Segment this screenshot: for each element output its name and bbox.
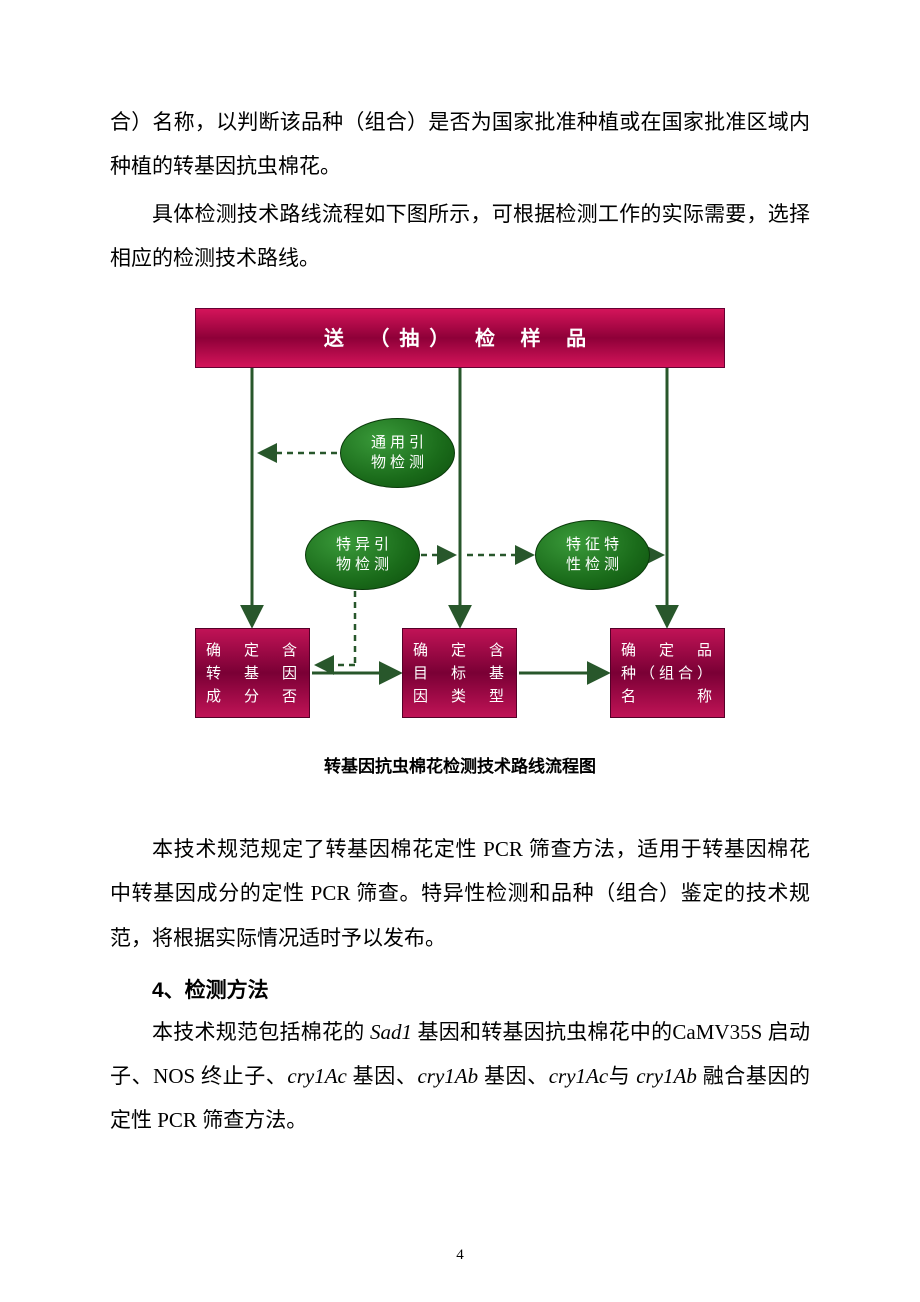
rect1-line1: 确 定 含 (206, 639, 299, 662)
gene-cry1ab-2: cry1Ab (636, 1064, 697, 1088)
paragraph-methods: 本技术规范包括棉花的 Sad1 基因和转基因抗虫棉花中的CaMV35S 启动子、… (110, 1010, 810, 1142)
section-heading-4: 4、检测方法 (110, 974, 810, 1004)
rect3-line3: 名 称 (621, 685, 714, 708)
paragraph-scope: 本技术规范规定了转基因棉花定性 PCR 筛查方法，适用于转基因棉花中转基因成分的… (110, 827, 810, 959)
flow-node-specific-primer: 特异引 物检测 (305, 520, 420, 590)
rect1-line3: 成 分 否 (206, 685, 299, 708)
paragraph-continuation: 合）名称，以判断该品种（组合）是否为国家批准种植或在国家批准区域内种植的转基因抗… (110, 100, 810, 188)
p4-seg-a: 本技术规范包括棉花的 (152, 1020, 370, 1044)
rect1-line2: 转 基 因 (206, 662, 299, 685)
rect2-line3: 因 类 型 (413, 685, 506, 708)
rect3-line2: 种（组合） (621, 662, 714, 685)
rect2-line2: 目 标 基 (413, 662, 506, 685)
flow-rect-variety-name: 确 定 品 种（组合） 名 称 (610, 628, 725, 718)
gene-cry1ab: cry1Ab (417, 1064, 478, 1088)
gene-cry1ac: cry1Ac (287, 1064, 346, 1088)
rect2-line1: 确 定 含 (413, 639, 506, 662)
ell3-line2: 性检测 (566, 555, 623, 575)
flow-rect-target-gene: 确 定 含 目 标 基 因 类 型 (402, 628, 517, 718)
flow-node-general-primer: 通用引 物检测 (340, 418, 455, 488)
flow-topbar: 送 （抽） 检 样 品 (195, 308, 725, 368)
rect3-line1: 确 定 品 (621, 639, 714, 662)
ell1-line2: 物检测 (371, 453, 428, 473)
p4-seg-c: 基因、 (347, 1064, 418, 1088)
flow-node-feature: 特征特 性检测 (535, 520, 650, 590)
gene-cry1ac-2: cry1Ac (549, 1064, 608, 1088)
gene-sad1: Sad1 (370, 1020, 412, 1044)
ell3-line1: 特征特 (566, 535, 623, 555)
flowchart: 送 （抽） 检 样 品 通用引 物检测 特异引 物检测 特征特 性检测 确 定 … (195, 308, 725, 728)
flow-rect-contains-gm: 确 定 含 转 基 因 成 分 否 (195, 628, 310, 718)
paragraph-intro-flow: 具体检测技术路线流程如下图所示，可根据检测工作的实际需要，选择相应的检测技术路线… (110, 192, 810, 280)
flowchart-caption: 转基因抗虫棉花检测技术路线流程图 (110, 752, 810, 777)
page-number: 4 (0, 1247, 920, 1264)
ell2-line2: 物检测 (336, 555, 393, 575)
ell2-line1: 特异引 (336, 535, 393, 555)
ell1-line1: 通用引 (371, 433, 428, 453)
p4-seg-d: 基因、 (478, 1064, 549, 1088)
p4-seg-e: 与 (608, 1064, 636, 1088)
